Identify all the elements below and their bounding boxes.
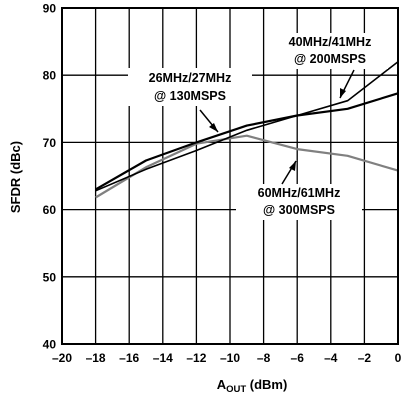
x-axis-title-unit: (dBm) xyxy=(246,377,287,392)
series-line-2 xyxy=(95,134,399,199)
series-layer xyxy=(95,61,399,199)
x-tick-label: –2 xyxy=(358,351,372,365)
x-tick-label: –12 xyxy=(186,351,206,365)
y-tick-label: 90 xyxy=(43,2,57,16)
annotation-26mhz-line2: @ 130MSPS xyxy=(154,89,226,103)
series-line-1 xyxy=(95,61,399,192)
y-axis-title: SFDR (dBc) xyxy=(8,141,23,213)
annotation-60mhz-line1: 60MHz/61MHz xyxy=(258,186,341,200)
y-tick-label: 50 xyxy=(43,270,57,284)
y-tick-label: 40 xyxy=(43,338,57,352)
x-tick-label: –10 xyxy=(220,351,240,365)
annotation-60mhz-line2: @ 300MSPS xyxy=(263,203,335,217)
annotation-40mhz-bg xyxy=(270,33,388,69)
annotation-26mhz-line1: 26MHz/27MHz xyxy=(149,71,232,85)
x-tick-label: –20 xyxy=(52,351,72,365)
annotation-40mhz-arrowhead xyxy=(340,88,346,98)
x-tick-label: –8 xyxy=(257,351,271,365)
annotation-40mhz-line1: 40MHz/41MHz xyxy=(289,35,372,49)
annotation-26mhz-bg xyxy=(128,68,252,106)
x-axis-title-subscript: OUT xyxy=(226,384,246,395)
y-tick-label: 80 xyxy=(43,69,57,83)
y-tick-labels: 40 50 60 70 80 90 xyxy=(43,2,57,352)
annotation-60mhz-bg xyxy=(236,184,362,220)
y-tick-label: 60 xyxy=(43,203,57,217)
y-tick-label: 70 xyxy=(43,136,57,150)
x-axis-title: AOUT (dBm) xyxy=(217,377,288,395)
x-tick-label: 0 xyxy=(395,351,401,365)
series-line-0 xyxy=(95,92,399,191)
x-axis-title-main: A xyxy=(217,377,227,392)
x-tick-labels: –20 –18 –16 –14 –12 –10 –8 –6 –4 –2 0 xyxy=(52,351,401,365)
x-tick-label: –4 xyxy=(324,351,338,365)
plot-frame xyxy=(61,7,399,345)
annotation-26mhz-arrowhead xyxy=(209,123,218,132)
annotation-60mhz-arrowhead xyxy=(289,161,296,171)
x-tick-label: –16 xyxy=(119,351,139,365)
x-tick-label: –18 xyxy=(86,351,106,365)
x-tick-label: –14 xyxy=(153,351,173,365)
annotation-40mhz: 40MHz/41MHz @ 200MSPS xyxy=(270,33,388,99)
x-tick-label: –6 xyxy=(291,351,305,365)
annotation-26mhz: 26MHz/27MHz @ 130MSPS xyxy=(128,68,252,133)
annotation-60mhz: 60MHz/61MHz @ 300MSPS xyxy=(236,160,362,220)
annotation-40mhz-line2: @ 200MSPS xyxy=(294,52,366,66)
